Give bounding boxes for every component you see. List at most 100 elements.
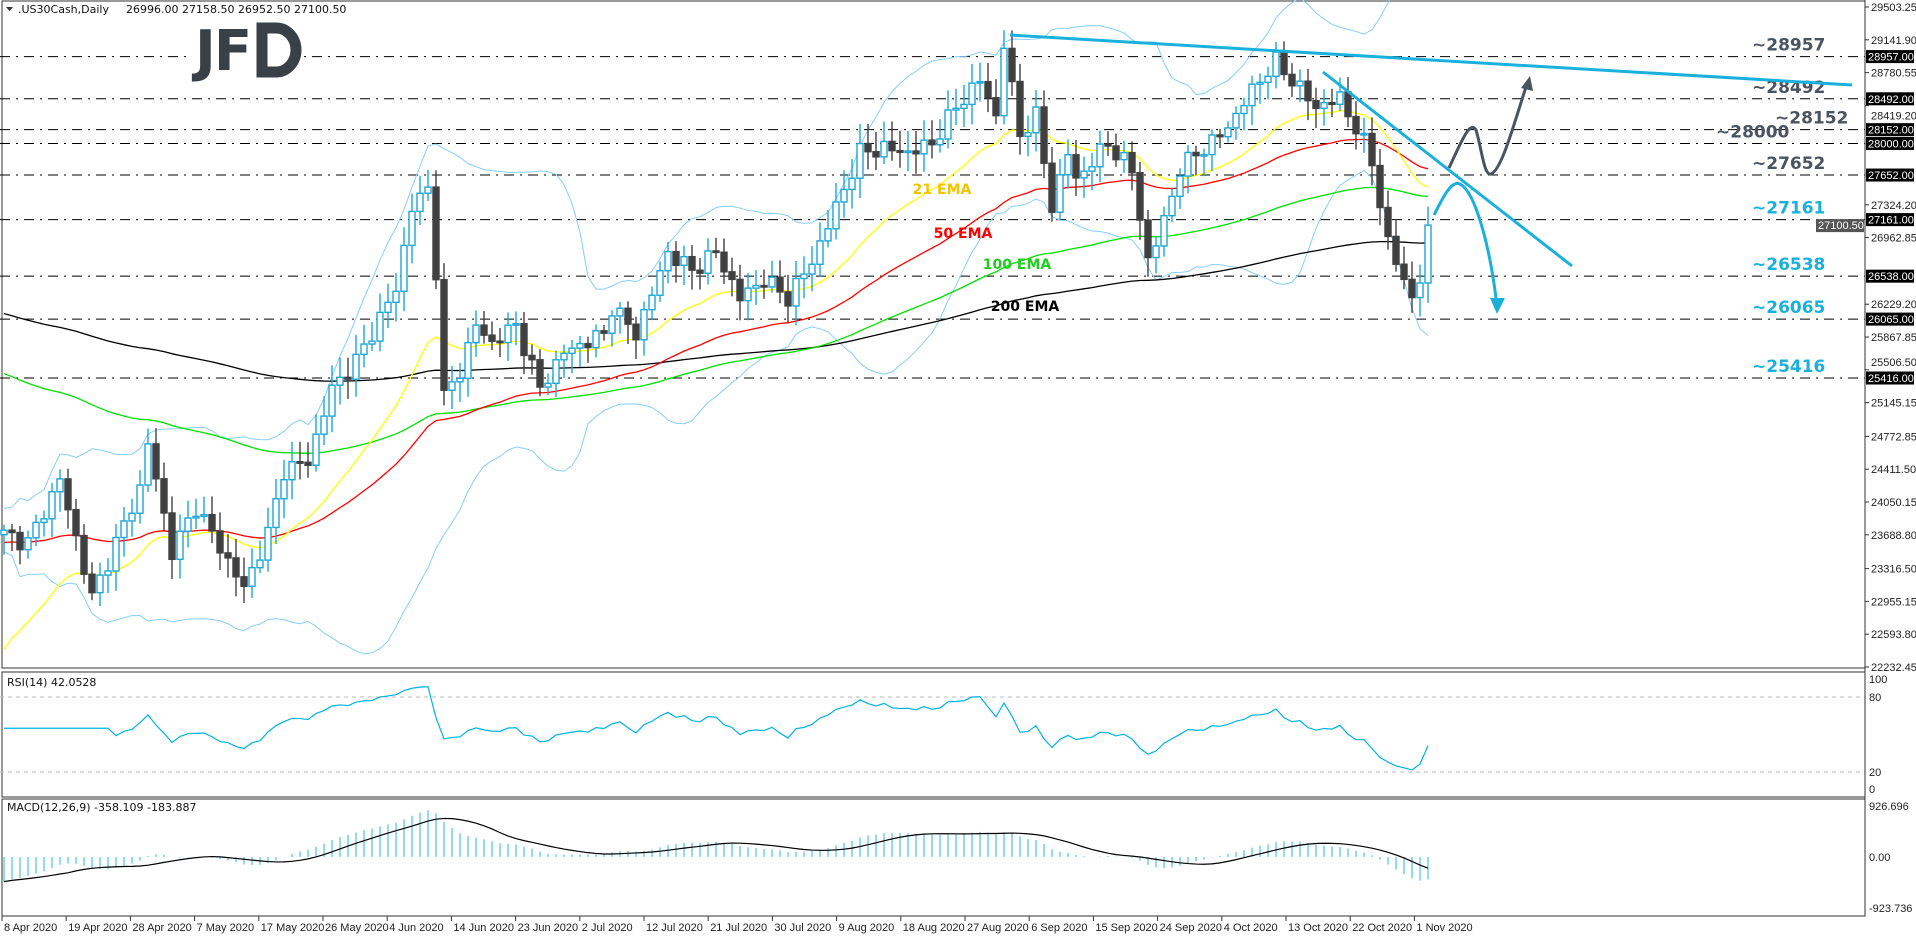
date-label: 30 Jul 2020 [774, 922, 831, 934]
candle-body [888, 140, 896, 152]
date-label: 17 May 2020 [261, 922, 325, 934]
candle-body [96, 574, 104, 594]
candle [1168, 187, 1176, 223]
date-label: 9 Aug 2020 [839, 922, 895, 934]
date-label: 2 Jul 2020 [582, 922, 633, 934]
candle-body [584, 342, 592, 349]
ema50-line [3, 138, 1429, 544]
date-label: 26 May 2020 [325, 922, 389, 934]
candle [568, 339, 576, 374]
candle [344, 357, 352, 399]
candle [400, 227, 408, 312]
candle-body [824, 228, 832, 242]
candle-body [1272, 51, 1280, 77]
candle [1160, 206, 1168, 257]
candle-body [288, 461, 296, 481]
candle-body [224, 552, 232, 559]
down-trendline[interactable] [1322, 70, 1573, 268]
candle [896, 130, 904, 168]
candle [24, 530, 32, 559]
candle-body [792, 277, 800, 307]
upper-trendline[interactable] [1009, 33, 1853, 87]
level-label: ~28957 [1752, 36, 1825, 56]
candle [1400, 246, 1408, 290]
candle-body [1128, 151, 1136, 174]
ema50-label: 50 EMA [934, 226, 993, 242]
candle-body [536, 359, 544, 388]
candle [1272, 41, 1280, 89]
candle-body [1184, 151, 1192, 177]
candle [816, 222, 824, 277]
candle [776, 260, 784, 304]
candle-body [936, 138, 944, 146]
candle [8, 524, 16, 552]
candle-body [552, 359, 560, 385]
candle [824, 210, 832, 248]
candle [320, 396, 328, 446]
candle [976, 62, 984, 102]
candle [1360, 117, 1368, 153]
level-price: 26538.00 [1868, 271, 1914, 283]
candle [904, 131, 912, 172]
candle-body [560, 352, 568, 361]
collapse-triangle-icon[interactable] [6, 7, 13, 11]
candle-body [424, 186, 432, 194]
date-label: 7 May 2020 [197, 922, 254, 934]
level-price: 27161.00 [1868, 215, 1914, 227]
candle-body [1384, 206, 1392, 238]
price-tick: 22593.80 [1871, 629, 1916, 641]
level-price: 28492.00 [1868, 94, 1914, 106]
candle-body [360, 343, 368, 356]
candle-body [808, 263, 816, 275]
candle-body [688, 255, 696, 271]
price-tick: 25867.85 [1871, 332, 1916, 344]
candle-body [848, 177, 856, 191]
candle [768, 260, 776, 293]
candle-body [1008, 47, 1016, 83]
candle [952, 88, 960, 125]
candle [856, 124, 864, 199]
candle [1288, 63, 1296, 98]
candle [1080, 156, 1088, 198]
candle-body [744, 287, 752, 302]
candle [656, 261, 664, 302]
candle-body [840, 188, 848, 203]
candle-body [464, 341, 472, 380]
candle-body [344, 376, 352, 380]
price-tick: 28419.20 [1871, 110, 1916, 122]
ema21-label: 21 EMA [913, 182, 972, 198]
price-tick: 26229.20 [1871, 299, 1916, 311]
candle [32, 514, 40, 547]
candle [1208, 129, 1216, 172]
candle [200, 496, 208, 523]
candle-body [248, 566, 256, 587]
candle-body [1112, 145, 1120, 161]
candle [408, 193, 416, 264]
date-label: 28 Apr 2020 [132, 922, 191, 934]
candle [296, 441, 304, 480]
macd-tick: 0.00 [1869, 852, 1890, 864]
candle-body [1328, 101, 1336, 106]
candle [144, 428, 152, 492]
level-price: 26065.00 [1868, 314, 1914, 326]
candle [208, 496, 216, 544]
candle-body [976, 80, 984, 84]
candle-body [928, 139, 936, 146]
candle-body [1080, 170, 1088, 179]
rsi-panel-frame [1, 671, 1866, 798]
candle [472, 310, 480, 357]
candle [832, 183, 840, 240]
current-price-box [1816, 219, 1864, 233]
candle [88, 562, 96, 601]
candle [1096, 130, 1104, 183]
price-tick: 22955.15 [1871, 596, 1916, 608]
candle-body [200, 513, 208, 518]
candle-body [1344, 91, 1352, 118]
candle-body [600, 330, 608, 334]
candle [528, 344, 536, 375]
candle [168, 496, 176, 580]
candle [880, 121, 888, 165]
price-tick: 25145.15 [1871, 398, 1916, 410]
candle [720, 238, 728, 284]
